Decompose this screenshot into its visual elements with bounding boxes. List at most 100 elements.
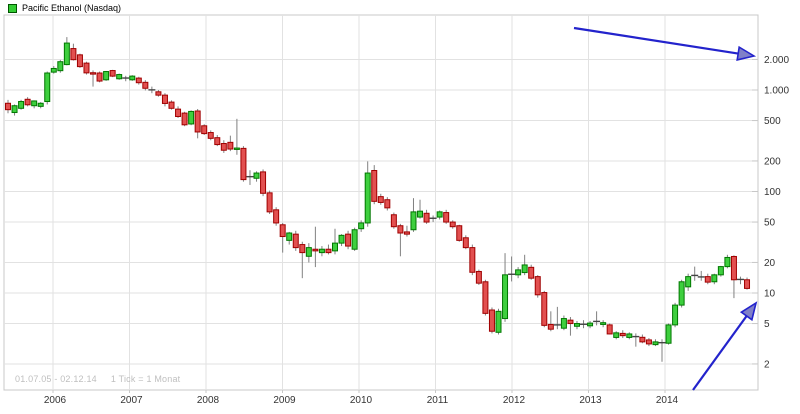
candle-up — [417, 210, 424, 218]
x-axis-year-label: 2008 — [197, 395, 220, 406]
candle-up — [678, 281, 685, 306]
x-axis-year-label: 2009 — [273, 395, 296, 406]
x-axis-year-label: 2006 — [44, 395, 67, 406]
candle-up — [305, 247, 312, 257]
candle-down — [371, 170, 378, 202]
y-axis-price-label: 2 — [764, 359, 770, 370]
legend-swatch-icon — [8, 3, 17, 13]
candle-down — [469, 247, 476, 273]
candle-down — [109, 70, 116, 77]
candle-up — [613, 332, 620, 338]
candle-up — [685, 276, 692, 288]
candle-up — [560, 318, 567, 329]
candle-up — [717, 266, 724, 276]
candle-up — [129, 75, 136, 81]
candle-up — [338, 234, 345, 244]
candle-up — [37, 102, 44, 107]
candle-down — [260, 171, 267, 194]
y-axis-price-label: 10 — [764, 289, 776, 300]
candle-up — [57, 61, 64, 72]
x-axis-year-label: 2012 — [503, 395, 526, 406]
candle-down — [24, 98, 31, 106]
candle-down — [312, 248, 319, 252]
candle-down — [5, 102, 11, 111]
chart-range-note: 01.07.05 - 02.12.14 1 Tick = 1 Monat — [15, 374, 194, 384]
candle-down — [456, 225, 463, 241]
candle-down — [475, 270, 482, 284]
candle-down — [384, 199, 391, 209]
candle-down — [390, 214, 397, 228]
candle-down — [76, 54, 83, 68]
candle-up — [502, 274, 509, 320]
legend-label: Pacific Ethanol (Nasdaq) — [22, 3, 122, 13]
candle-down — [462, 237, 469, 249]
candle-down — [541, 292, 548, 326]
candle-down — [83, 62, 90, 74]
y-axis-price-label: 1.000 — [764, 86, 789, 97]
x-axis-year-label: 2010 — [350, 395, 373, 406]
candle-up — [711, 274, 718, 283]
candle-down — [240, 147, 247, 181]
candle-down — [181, 112, 188, 126]
candle-down — [201, 125, 208, 135]
y-axis-price-label: 50 — [764, 218, 776, 229]
candle-down — [70, 48, 77, 61]
candle-down — [194, 110, 201, 133]
date-range-label: 01.07.05 - 02.12.14 — [15, 374, 97, 384]
candle-down — [161, 94, 168, 104]
candle-up — [652, 341, 659, 346]
candle-up — [573, 323, 580, 327]
candle-down — [325, 248, 332, 254]
y-axis-price-label: 5 — [764, 319, 770, 330]
candle-up — [233, 147, 240, 150]
candle-down — [345, 233, 352, 247]
candle-down — [135, 77, 142, 84]
candle-down — [730, 255, 737, 281]
candle-up — [11, 105, 18, 114]
candle-up — [600, 322, 607, 325]
x-axis-year-label: 2011 — [427, 395, 449, 406]
candle-up — [521, 264, 528, 274]
candle-up — [495, 310, 502, 333]
candle-down — [744, 279, 751, 289]
candle-up — [116, 74, 123, 80]
y-axis-price-label: 200 — [764, 156, 781, 167]
candle-up — [436, 211, 443, 218]
candle-up — [31, 100, 38, 107]
y-axis-price-label: 500 — [764, 116, 781, 127]
candle-down — [175, 108, 182, 118]
candle-up — [18, 101, 25, 109]
candle-down — [96, 72, 103, 82]
candle-down — [266, 192, 273, 213]
candle-down — [403, 231, 410, 235]
candle-up — [358, 222, 365, 230]
arrow-to-2000-level-head-icon — [736, 45, 757, 62]
tick-interval-label: 1 Tick = 1 Monat — [110, 374, 181, 384]
candle-down — [639, 336, 646, 343]
candle-down — [397, 225, 404, 234]
candle-up — [63, 42, 70, 66]
candle-down — [168, 101, 175, 109]
candle-up — [103, 71, 110, 81]
arrow-to-2000-level-line — [573, 26, 743, 56]
candle-down — [299, 244, 306, 254]
candle-down — [142, 81, 149, 89]
candle-up — [44, 72, 51, 103]
candle-up — [332, 242, 338, 252]
candle-down — [443, 212, 450, 223]
x-axis-year-label: 2013 — [579, 395, 602, 406]
candle-down — [547, 323, 554, 330]
candle-down — [279, 224, 286, 238]
candle-down — [645, 339, 652, 345]
candle-down — [214, 137, 221, 146]
candle-down — [207, 132, 214, 139]
candle-up — [286, 232, 293, 241]
candle-down — [273, 209, 280, 224]
candle-down — [619, 332, 626, 337]
candle-up — [626, 333, 633, 338]
candle-up — [50, 67, 57, 73]
candle-up — [351, 229, 358, 250]
candle-down — [488, 309, 495, 332]
